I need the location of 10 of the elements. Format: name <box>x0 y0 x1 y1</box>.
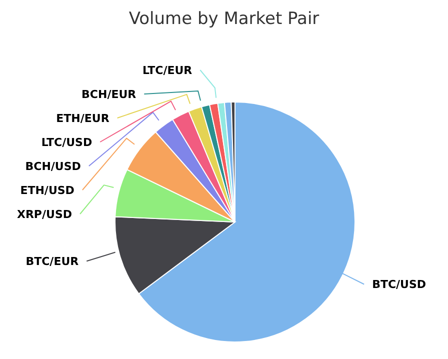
slice-label: BTC/USD <box>372 278 426 292</box>
slice-label: LTC/EUR <box>142 64 193 77</box>
slice-label: ETH/USD <box>20 184 74 197</box>
chart-title: Volume by Market Pair <box>128 9 320 29</box>
slice-label: BCH/EUR <box>82 88 137 101</box>
slice-label: XRP/USD <box>17 208 72 221</box>
slice-label: BTC/EUR <box>26 254 80 268</box>
slice-label: BCH/USD <box>25 160 81 173</box>
slice-label: LTC/USD <box>41 136 92 149</box>
slice-label: ETH/EUR <box>56 112 110 125</box>
